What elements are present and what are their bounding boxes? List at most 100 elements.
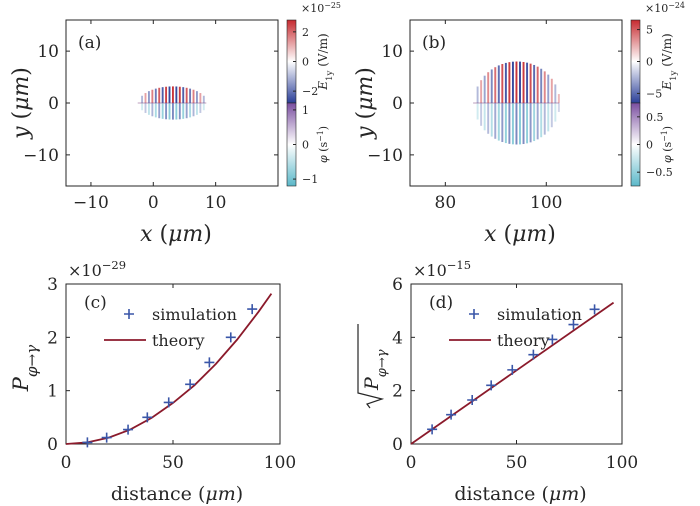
svg-text:φ (s−1): φ (s−1) [316, 126, 331, 163]
y-tick-label: 0 [392, 94, 403, 114]
colorbar-tick-label: −1 [302, 173, 318, 186]
colorbar-tick-label: 0.5 [646, 111, 664, 124]
fringe-upper [494, 67, 497, 103]
fringe-lower [151, 103, 154, 117]
svg-text:E1y (V/m): E1y (V/m) [316, 33, 335, 90]
fringe-lower [182, 103, 185, 119]
fringe-upper [147, 91, 150, 103]
svg-text:φ (s−1): φ (s−1) [660, 126, 675, 163]
fringe-upper [508, 62, 511, 103]
colorbar-phi-label: φ (s−1) [316, 126, 331, 163]
fringe-lower [536, 103, 539, 140]
y-axis-label: y (μm) [9, 67, 34, 140]
y-tick-label: −10 [367, 146, 403, 166]
x-tick-label: −10 [73, 193, 109, 213]
fringe-lower [540, 103, 543, 138]
svg-text:×10−24: ×10−24 [645, 1, 685, 16]
fringe-upper [158, 87, 161, 103]
fringe-lower [483, 103, 486, 131]
fringe-lower [154, 103, 157, 118]
data-point-simulation [446, 409, 457, 420]
data-point-simulation [427, 424, 438, 435]
legend-marker-simulation [124, 309, 134, 319]
fringe-lower [529, 103, 532, 143]
fringe-upper [202, 95, 205, 103]
fringe-lower [185, 103, 188, 119]
data-point-simulation [589, 304, 600, 315]
colorbar-tick-label: 0 [302, 139, 309, 152]
x-axis-label: x (μm) [140, 222, 212, 247]
y-tick-label: 0 [48, 94, 59, 114]
fringe-upper [151, 89, 154, 103]
y-tick-label: 1 [47, 382, 58, 402]
fringe-lower [144, 103, 147, 113]
x-tick-label: 100 [606, 453, 638, 473]
data-point-simulation [142, 412, 153, 423]
x-tick-label: 10 [205, 193, 227, 213]
fringe-lower [158, 103, 161, 119]
fringe-upper [529, 63, 532, 103]
fringe-upper [483, 75, 486, 103]
fringe-lower [161, 103, 164, 119]
fringe-upper [501, 63, 504, 103]
fringe-upper [185, 87, 188, 103]
fringe-lower [550, 103, 553, 128]
x-tick-label: 0 [406, 453, 417, 473]
svg-text:x (μm): x (μm) [140, 222, 212, 247]
data-point-simulation [528, 349, 539, 360]
x-axis-label: distance (μm) [111, 483, 243, 505]
y-tick-label: 4 [392, 328, 403, 348]
fringe-upper [182, 87, 185, 103]
fringe-lower [199, 103, 202, 113]
colorbar-tick-label: −0.5 [646, 166, 673, 179]
data-point-simulation [204, 357, 215, 368]
fringe-lower [178, 103, 181, 120]
field-pattern [473, 61, 560, 145]
data-point-simulation [163, 397, 174, 408]
colorbar-tick-label: 2 [302, 26, 309, 39]
fringe-upper [550, 78, 553, 103]
fringe-lower [519, 103, 521, 145]
fringe-upper [154, 88, 157, 103]
panel-label: (b) [422, 33, 446, 53]
colorbar-phi-label: φ (s−1) [660, 126, 675, 163]
x-axis-label: x (μm) [484, 222, 556, 247]
fringe-upper [511, 61, 514, 103]
data-point-simulation [467, 395, 478, 405]
axis-exponent: ×10−15 [413, 258, 471, 280]
panel-label: (a) [78, 33, 101, 53]
fringe-upper [536, 66, 539, 103]
y-tick-label: 0 [392, 435, 403, 455]
x-tick-label: 100 [530, 193, 562, 213]
fringe-upper [189, 88, 192, 103]
panel-c: 0 50 100 0 1 2 3 (c) simulation theory [47, 275, 296, 473]
fringe-upper [490, 69, 493, 103]
fringe-upper [554, 84, 557, 103]
panel-label: (d) [429, 293, 453, 313]
svg-text:Pφ→γ: Pφ→γ [9, 344, 41, 392]
colorbar-tick-label: 0 [302, 56, 309, 69]
fringe-lower [554, 103, 557, 122]
fringe-lower [543, 103, 546, 135]
fringe-lower [147, 103, 150, 115]
fringe-lower [547, 103, 550, 132]
legend-label-simulation: simulation [497, 305, 582, 324]
fringe-lower [504, 103, 507, 144]
fringe-upper [487, 72, 490, 103]
fringe-lower [557, 103, 560, 112]
colorbar-tick-label: −2 [302, 85, 318, 98]
fringe-upper [540, 68, 543, 103]
fringe-upper [192, 89, 195, 103]
svg-text:distance (μm): distance (μm) [111, 483, 243, 505]
fringe-lower [494, 103, 497, 139]
fringe-lower [497, 103, 500, 141]
panel-d: 0 50 100 0 2 4 6 (d) simulation theory [392, 275, 638, 473]
x-axis-label: distance (μm) [454, 483, 586, 505]
colorbar-E-label: E1y (V/m) [316, 33, 335, 90]
fringe-lower [533, 103, 536, 142]
svg-text:E1y (V/m): E1y (V/m) [660, 33, 679, 90]
svg-text:x (μm): x (μm) [484, 222, 556, 247]
fringe-lower [476, 103, 479, 120]
